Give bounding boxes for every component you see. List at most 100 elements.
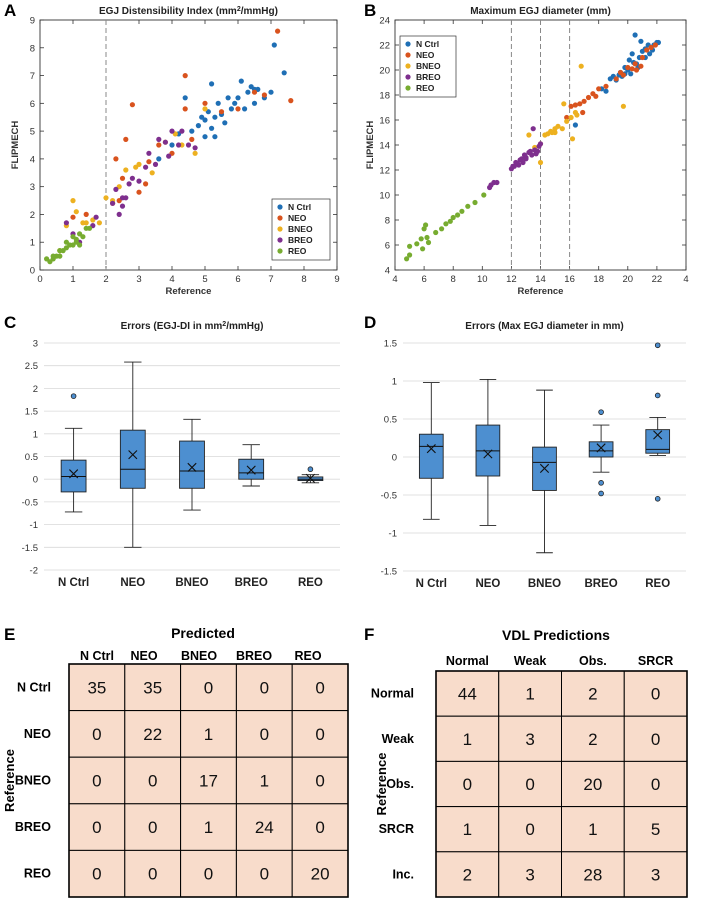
y-tick-label: -1 xyxy=(30,520,38,531)
column-header: Weak xyxy=(514,654,546,668)
category-label: REO xyxy=(645,578,670,590)
data-point-breo xyxy=(519,156,525,162)
x-tick-label: 4 xyxy=(683,274,688,285)
data-point-bneo xyxy=(123,167,129,173)
column-header: Obs. xyxy=(579,654,607,668)
data-point-breo xyxy=(530,126,536,132)
cell-value: 0 xyxy=(260,678,269,697)
matrix-title: VDL Predictions xyxy=(502,627,610,643)
data-point-breo xyxy=(63,220,69,226)
y-tick-label: 5 xyxy=(30,127,35,138)
data-point-neo xyxy=(581,98,587,104)
matrix-cell xyxy=(561,851,625,898)
data-point-reo xyxy=(455,212,461,218)
x-tick-label: 9 xyxy=(334,274,339,285)
data-point-bneo xyxy=(70,198,76,204)
cell-value: 24 xyxy=(255,818,274,837)
mean-marker xyxy=(305,473,315,483)
cell-value: 20 xyxy=(583,775,602,794)
data-point-reo xyxy=(459,208,465,214)
matrix-cell xyxy=(235,849,293,898)
column-header: BREO xyxy=(236,649,272,663)
data-point-n-ctrl xyxy=(572,122,579,128)
x-tick-label: 10 xyxy=(477,274,488,285)
legend-label: N Ctrl xyxy=(288,202,311,212)
category-label: N Ctrl xyxy=(416,578,447,590)
data-point-breo xyxy=(110,200,116,206)
x-tick-label: 8 xyxy=(451,274,456,285)
data-point-breo xyxy=(494,179,500,186)
legend-label: NEO xyxy=(416,50,435,60)
data-point-neo xyxy=(580,109,586,116)
box-chart-errors-diameter: Errors (Max EGJ diameter in mm) 1.5 1 0.5 0 -… xyxy=(381,321,686,590)
cell-value: 0 xyxy=(260,725,269,744)
cell-value: 44 xyxy=(458,685,477,704)
chart-title: Maximum EGJ diameter (mm) xyxy=(470,6,611,17)
x-tick-label: 6 xyxy=(421,274,426,285)
confusion-matrix-vdl: VDL Predictions Normal Weak Obs. SRCR Normal 4… xyxy=(371,627,688,898)
data-point-n-ctrl xyxy=(195,123,201,129)
data-point-reo xyxy=(50,256,56,262)
box-neo xyxy=(119,429,146,489)
column-header: N Ctrl xyxy=(80,649,114,663)
cell-value: 2 xyxy=(463,865,472,884)
mean-marker xyxy=(653,430,663,440)
cell-value: 0 xyxy=(148,865,157,884)
data-point-breo xyxy=(510,163,516,169)
y-tick-label: -0.5 xyxy=(22,497,38,508)
cell-value: 2 xyxy=(588,685,597,704)
data-point-neo xyxy=(638,63,644,69)
x-tick-label: 3 xyxy=(136,274,141,285)
data-point-breo xyxy=(176,142,182,148)
data-point-bneo xyxy=(537,159,544,166)
cell-value: 1 xyxy=(525,685,534,704)
x-tick-label: 4 xyxy=(169,274,174,285)
data-point-reo xyxy=(420,246,426,252)
box-bneo xyxy=(179,440,205,489)
x-tick-label: 5 xyxy=(202,274,207,285)
data-point-reo xyxy=(407,252,413,258)
data-point-n-ctrl xyxy=(647,51,653,57)
row-header: Weak xyxy=(382,732,414,746)
y-tick-label: 0.5 xyxy=(384,415,397,426)
cell-value: 1 xyxy=(204,818,213,837)
cell-value: 1 xyxy=(463,730,472,749)
data-point-n-ctrl xyxy=(281,70,287,76)
data-point-neo xyxy=(275,28,281,34)
data-point-reo xyxy=(450,214,456,221)
data-point-n-ctrl xyxy=(182,95,188,101)
matrix-cell xyxy=(235,710,293,758)
row-axis-label: Reference xyxy=(374,753,389,816)
row-header: SRCR xyxy=(379,822,414,836)
cell-value: 0 xyxy=(148,772,157,791)
category-label: BNEO xyxy=(175,577,208,589)
matrix-cell xyxy=(435,760,500,808)
mean-marker xyxy=(69,469,79,479)
category-label: N Ctrl xyxy=(58,577,89,589)
data-point-neo xyxy=(156,142,162,148)
scatter-chart-egj-di: EGJ Distensibility Index (mm2/mmHg) 0 1 2 3 4… xyxy=(10,6,340,298)
box-chart-errors-egj-di: Errors (EGJ-DI in mm2/mmHg) 3 2.5 2 1.5 1 0.5 0… xyxy=(22,321,340,589)
legend-label: REO xyxy=(416,83,435,93)
y-tick-label: -1.5 xyxy=(381,567,397,578)
data-point-neo xyxy=(625,64,631,71)
data-point-n-ctrl xyxy=(212,114,218,120)
data-point-bneo xyxy=(202,106,208,112)
y-tick-label: -0.5 xyxy=(381,491,397,502)
y-tick-label: 20 xyxy=(379,66,390,77)
outlier-point xyxy=(654,392,661,399)
data-point-reo xyxy=(407,243,413,249)
row-header: Obs. xyxy=(386,777,414,791)
matrix-cell xyxy=(498,670,562,717)
x-tick-label: 7 xyxy=(268,274,273,285)
row-header: N Ctrl xyxy=(17,680,51,694)
data-point-n-ctrl xyxy=(638,38,644,44)
data-point-n-ctrl xyxy=(222,120,228,126)
data-point-reo xyxy=(424,234,430,241)
y-tick-label: 0 xyxy=(392,453,397,464)
data-point-breo xyxy=(536,143,542,149)
outlier-point xyxy=(70,393,77,399)
data-point-neo xyxy=(288,98,294,104)
cell-value: 0 xyxy=(92,865,101,884)
cell-value: 0 xyxy=(92,818,101,837)
